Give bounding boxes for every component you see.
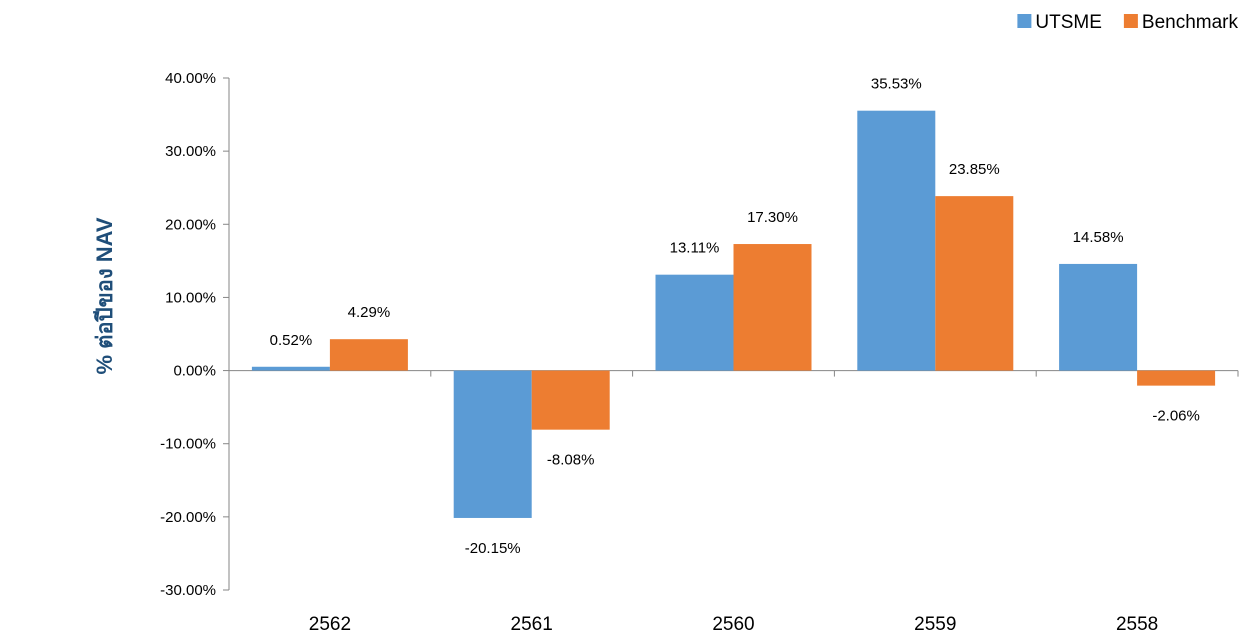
x-tick-label: 2558 <box>1116 614 1158 634</box>
bar-utsme <box>655 274 734 371</box>
y-tick-label: 10.00% <box>165 289 216 306</box>
bar-utsme <box>857 110 936 371</box>
legend-label: UTSME <box>1035 12 1102 33</box>
legend-label: Benchmark <box>1142 12 1239 33</box>
data-label: -8.08% <box>547 452 595 469</box>
bar-utsme <box>453 370 532 518</box>
x-tick-label: 2561 <box>511 614 553 634</box>
legend: Benchmark UTSME <box>1017 12 1238 33</box>
legend-swatch <box>1017 14 1032 28</box>
x-tick-label: 2560 <box>712 614 754 634</box>
legend-swatch <box>1123 14 1138 28</box>
data-label: 4.29% <box>348 304 391 321</box>
y-axis-label: % ต่อปีของ NAV <box>92 217 117 374</box>
data-label: 14.58% <box>1073 229 1124 246</box>
bars <box>251 110 1216 518</box>
y-tick-label: -20.00% <box>160 509 216 526</box>
bar-utsme <box>1059 263 1138 371</box>
data-label: -2.06% <box>1152 408 1200 425</box>
y-tick-label: 40.00% <box>165 70 216 87</box>
x-tick-label: 2562 <box>309 614 351 634</box>
data-labels: 0.52% 4.29% -20.15% -8.08% 13.11% 17.30% 35.53… <box>270 76 1200 557</box>
bar-benchmark <box>329 339 408 371</box>
data-label: 13.11% <box>670 240 720 257</box>
data-label: -20.15% <box>465 540 521 557</box>
x-tick-label: 2559 <box>914 614 956 634</box>
y-tick-label: 20.00% <box>165 216 216 233</box>
bar-benchmark <box>531 370 610 430</box>
data-label: 0.52% <box>270 332 313 349</box>
bar-benchmark <box>733 244 812 371</box>
y-tick-label: 0.00% <box>173 363 216 380</box>
bar-utsme <box>251 366 330 371</box>
y-tick-label: 30.00% <box>165 143 216 160</box>
data-label: 17.30% <box>747 209 798 226</box>
bar-benchmark <box>1137 370 1216 386</box>
y-tick-label: -30.00% <box>160 582 216 599</box>
data-label: 35.53% <box>871 76 922 93</box>
bar-benchmark <box>935 196 1014 371</box>
y-tick-label: -10.00% <box>160 436 216 453</box>
data-label: 23.85% <box>949 161 1000 178</box>
